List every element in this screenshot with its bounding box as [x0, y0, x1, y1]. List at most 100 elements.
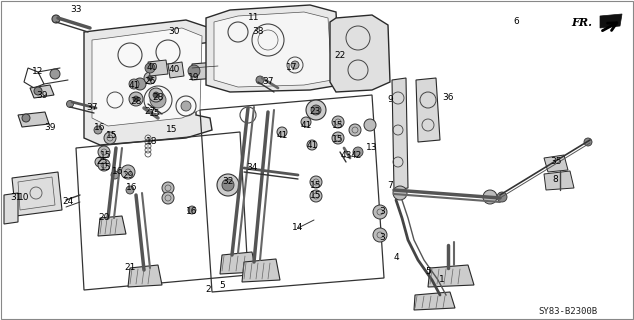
Text: 15: 15: [332, 135, 344, 145]
Text: 20: 20: [98, 213, 110, 222]
Polygon shape: [18, 112, 49, 127]
Text: 5: 5: [219, 281, 225, 290]
Circle shape: [188, 65, 200, 77]
Polygon shape: [206, 5, 340, 92]
Circle shape: [104, 132, 116, 144]
Polygon shape: [600, 14, 622, 28]
Text: 24: 24: [62, 197, 74, 206]
Circle shape: [349, 124, 361, 136]
Polygon shape: [416, 78, 440, 142]
Text: 33: 33: [70, 5, 82, 14]
Text: 29: 29: [122, 171, 134, 180]
Circle shape: [307, 140, 317, 150]
Polygon shape: [92, 28, 202, 126]
Polygon shape: [392, 78, 408, 190]
Text: 28: 28: [152, 93, 164, 102]
Text: 16: 16: [112, 167, 124, 177]
Text: 16: 16: [186, 207, 198, 217]
Text: 18: 18: [146, 138, 158, 147]
Text: 42: 42: [351, 150, 361, 159]
Text: 26: 26: [145, 77, 156, 86]
Text: 6: 6: [513, 18, 519, 27]
Circle shape: [95, 157, 105, 167]
Circle shape: [50, 69, 60, 79]
Circle shape: [145, 63, 155, 73]
Text: 41: 41: [301, 121, 312, 130]
Text: 37: 37: [86, 103, 98, 113]
Circle shape: [364, 119, 376, 131]
Text: 40: 40: [168, 66, 179, 75]
Text: 19: 19: [188, 74, 200, 83]
Circle shape: [497, 192, 507, 202]
Text: 28: 28: [131, 98, 141, 107]
Text: 1: 1: [439, 276, 445, 284]
Text: 36: 36: [443, 93, 454, 102]
Circle shape: [353, 147, 363, 157]
Circle shape: [393, 186, 407, 200]
Text: 15: 15: [149, 108, 161, 117]
Circle shape: [67, 100, 74, 108]
Circle shape: [162, 182, 174, 194]
Circle shape: [129, 79, 139, 89]
Circle shape: [217, 174, 239, 196]
Circle shape: [162, 192, 174, 204]
Circle shape: [291, 61, 299, 69]
Circle shape: [111, 171, 119, 179]
Text: 14: 14: [292, 223, 304, 233]
Polygon shape: [168, 62, 184, 78]
Text: SY83-B2300B: SY83-B2300B: [538, 308, 598, 316]
Circle shape: [134, 78, 146, 90]
Polygon shape: [192, 62, 216, 80]
Text: 32: 32: [223, 178, 234, 187]
Text: 12: 12: [32, 68, 44, 76]
Text: 15: 15: [100, 150, 112, 159]
Polygon shape: [544, 171, 574, 190]
Text: 2: 2: [205, 285, 211, 294]
Polygon shape: [414, 292, 455, 310]
Text: 15: 15: [166, 125, 178, 134]
Text: 27: 27: [145, 108, 156, 116]
Circle shape: [306, 100, 326, 120]
Text: 22: 22: [334, 51, 346, 60]
Text: 40: 40: [146, 63, 158, 73]
Circle shape: [310, 190, 322, 202]
Polygon shape: [220, 252, 256, 274]
Circle shape: [181, 101, 191, 111]
Circle shape: [149, 88, 163, 102]
Circle shape: [150, 92, 166, 108]
Text: 15: 15: [332, 121, 344, 130]
Circle shape: [98, 146, 110, 158]
Polygon shape: [12, 172, 62, 216]
Circle shape: [94, 126, 102, 134]
Circle shape: [148, 76, 153, 81]
Text: 35: 35: [550, 157, 562, 166]
Text: 9: 9: [387, 95, 393, 105]
Circle shape: [277, 127, 287, 137]
Circle shape: [52, 15, 60, 23]
Text: 34: 34: [247, 164, 257, 172]
Text: 39: 39: [36, 91, 48, 100]
Circle shape: [310, 176, 322, 188]
Text: 41: 41: [276, 131, 288, 140]
Text: 8: 8: [552, 175, 558, 185]
Circle shape: [22, 114, 30, 122]
Circle shape: [34, 87, 42, 95]
Text: 10: 10: [18, 194, 30, 203]
Polygon shape: [544, 155, 568, 172]
Text: 41: 41: [306, 140, 318, 149]
Text: 3: 3: [379, 207, 385, 217]
Text: 17: 17: [286, 63, 298, 73]
Circle shape: [153, 92, 159, 98]
Polygon shape: [128, 265, 162, 287]
Text: 7: 7: [387, 180, 393, 189]
Text: 13: 13: [366, 143, 378, 153]
Circle shape: [121, 165, 135, 179]
Text: 16: 16: [126, 183, 138, 193]
Circle shape: [256, 76, 264, 84]
Text: 41: 41: [128, 81, 139, 90]
Circle shape: [373, 205, 387, 219]
Polygon shape: [148, 60, 168, 76]
Circle shape: [129, 92, 143, 106]
Text: 15: 15: [310, 190, 321, 199]
Circle shape: [332, 132, 344, 144]
